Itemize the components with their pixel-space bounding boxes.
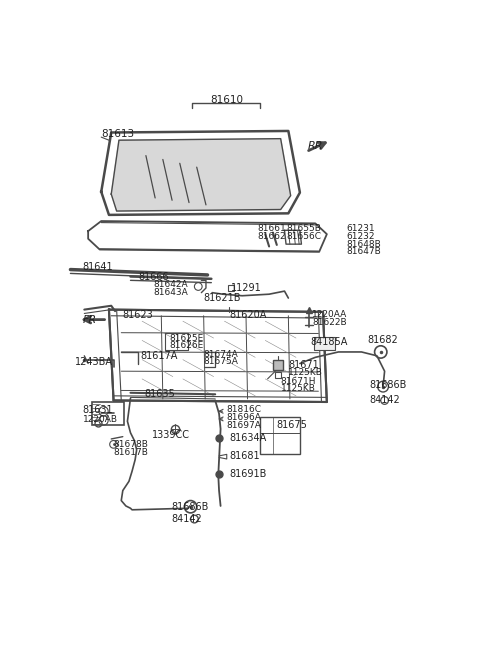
Text: 61231: 61231 xyxy=(346,224,375,233)
Text: 61232: 61232 xyxy=(346,232,374,241)
Text: 81661: 81661 xyxy=(258,224,286,233)
Text: 81678B: 81678B xyxy=(114,440,148,449)
Text: 81675: 81675 xyxy=(277,420,308,430)
Text: 81617B: 81617B xyxy=(114,447,148,457)
Text: 81613: 81613 xyxy=(101,129,134,139)
Text: 81674A: 81674A xyxy=(204,350,239,359)
Text: 81682: 81682 xyxy=(368,335,398,345)
Text: 1125KB: 1125KB xyxy=(288,368,323,377)
Text: 81634A: 81634A xyxy=(229,433,266,443)
Text: 81662: 81662 xyxy=(258,232,286,241)
Text: 81656C: 81656C xyxy=(287,232,322,241)
Text: 81671H: 81671H xyxy=(281,377,316,386)
Text: 81631: 81631 xyxy=(83,405,113,415)
Text: 81686B: 81686B xyxy=(369,380,407,390)
Text: 81816C: 81816C xyxy=(227,405,262,414)
Text: 81621B: 81621B xyxy=(204,293,241,303)
Text: 81671: 81671 xyxy=(288,360,319,370)
Bar xyxy=(260,417,300,455)
Text: 81625E: 81625E xyxy=(169,333,203,343)
Text: 81641: 81641 xyxy=(83,262,113,272)
Text: 81623: 81623 xyxy=(123,310,154,320)
Text: 81643A: 81643A xyxy=(154,288,188,297)
Text: 81610: 81610 xyxy=(210,95,243,105)
Text: 11291: 11291 xyxy=(230,283,261,293)
Text: 84142: 84142 xyxy=(171,514,202,524)
Text: RR: RR xyxy=(308,141,323,151)
Polygon shape xyxy=(111,139,291,211)
Text: FR: FR xyxy=(83,314,97,325)
Text: 84185A: 84185A xyxy=(310,337,348,347)
Text: 81686B: 81686B xyxy=(171,502,209,512)
Text: 81617A: 81617A xyxy=(141,351,178,361)
Text: 1220AB: 1220AB xyxy=(83,415,118,424)
Text: 81696A: 81696A xyxy=(227,413,262,422)
Text: 81648B: 81648B xyxy=(346,240,381,249)
Text: 81635: 81635 xyxy=(144,389,175,400)
Text: 81642A: 81642A xyxy=(154,280,188,290)
Text: 81675A: 81675A xyxy=(204,358,239,366)
Text: 81626E: 81626E xyxy=(169,341,203,350)
Text: 1243BA: 1243BA xyxy=(75,357,113,367)
Bar xyxy=(92,402,124,425)
Text: 81647B: 81647B xyxy=(346,248,381,256)
Text: 81697A: 81697A xyxy=(227,421,262,430)
Text: 81620A: 81620A xyxy=(229,310,266,320)
Text: 84142: 84142 xyxy=(369,396,400,405)
Text: 1125KB: 1125KB xyxy=(281,384,315,394)
Text: 81622B: 81622B xyxy=(312,318,347,328)
Text: 1220AA: 1220AA xyxy=(312,310,348,320)
Text: 81655B: 81655B xyxy=(287,224,322,233)
Text: 1339CC: 1339CC xyxy=(152,430,190,440)
Text: 81666: 81666 xyxy=(138,272,169,282)
Bar xyxy=(314,337,336,350)
Text: 81691B: 81691B xyxy=(229,468,266,479)
Text: 81681: 81681 xyxy=(229,451,260,461)
